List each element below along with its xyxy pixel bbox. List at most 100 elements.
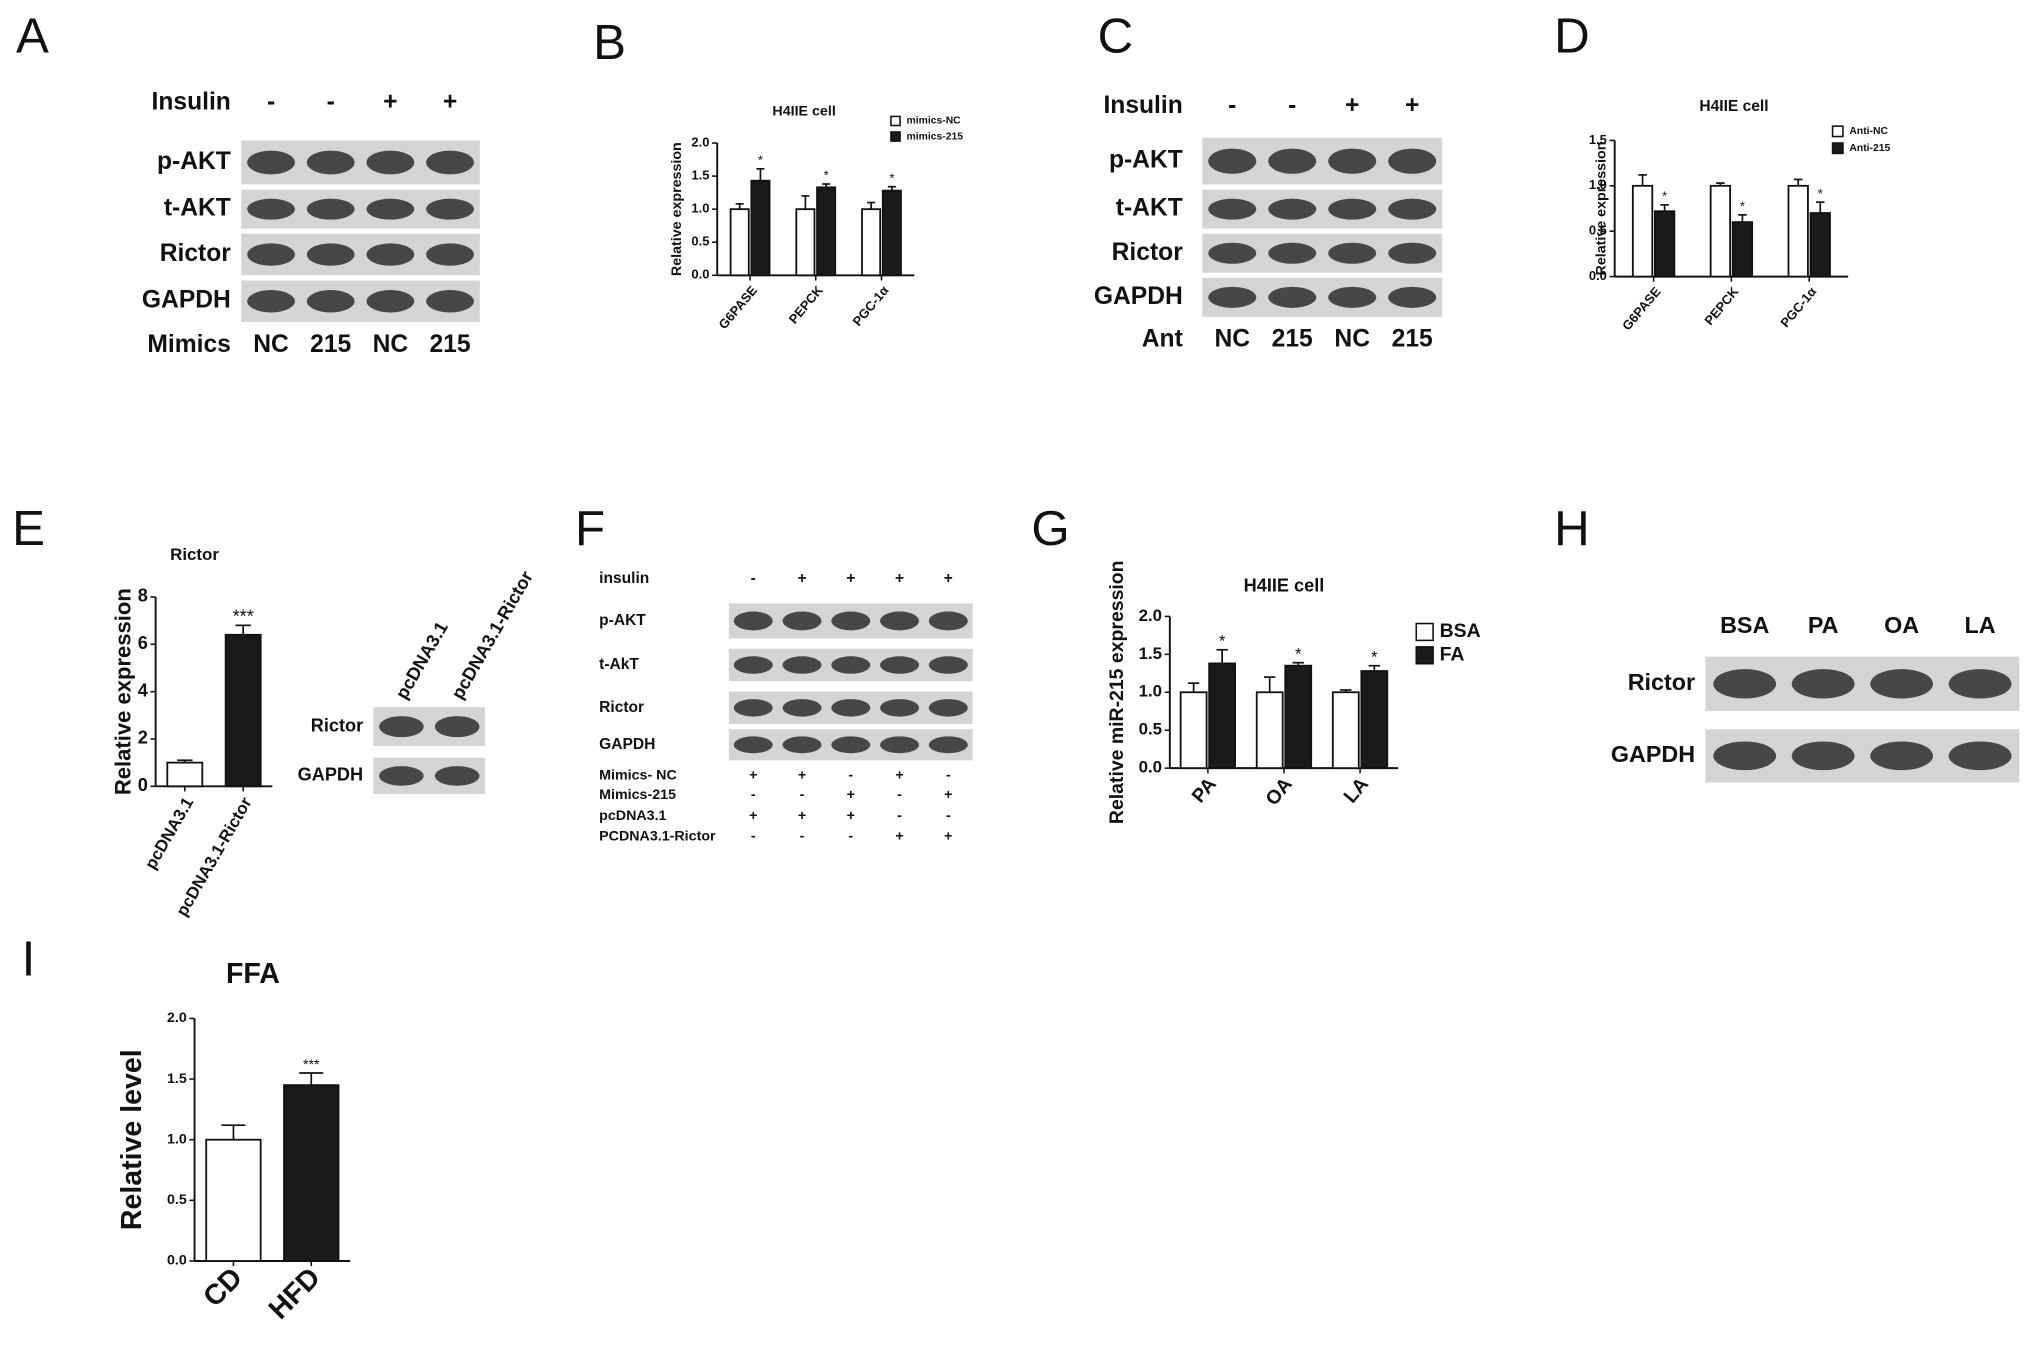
y-tick-label: 2.0 bbox=[167, 1010, 187, 1026]
blot-band bbox=[831, 611, 871, 631]
blot-band bbox=[247, 198, 295, 220]
condition-value: + bbox=[798, 808, 806, 824]
bar bbox=[861, 208, 882, 277]
blot-band bbox=[1328, 198, 1377, 220]
bar bbox=[1809, 212, 1831, 278]
blot-band bbox=[733, 611, 773, 631]
y-axis-label: Relative expression bbox=[669, 142, 685, 276]
blot-band bbox=[831, 699, 871, 717]
y-tick-label: 0.5 bbox=[1139, 720, 1162, 739]
chart-title: FFA bbox=[226, 958, 280, 990]
header-value: - bbox=[751, 570, 756, 587]
condition-value: + bbox=[895, 829, 903, 845]
y-tick-label: 4 bbox=[138, 680, 148, 700]
blot-band bbox=[1208, 286, 1257, 308]
panel-label: C bbox=[1098, 8, 1134, 63]
row-label: Rictor bbox=[1628, 669, 1695, 695]
header-name: Insulin bbox=[151, 88, 230, 115]
legend-label: mimics-NC bbox=[907, 116, 962, 127]
footer-value: NC bbox=[1334, 326, 1370, 353]
blot-band bbox=[1388, 242, 1437, 264]
condition-value: + bbox=[847, 787, 855, 803]
y-axis-label: Relative level bbox=[116, 1049, 148, 1230]
y-tick-label: 1.0 bbox=[167, 1131, 187, 1147]
y-tick-label: 8 bbox=[138, 586, 148, 606]
header-value: + bbox=[383, 88, 397, 115]
significance: * bbox=[1740, 199, 1745, 214]
legend-swatch bbox=[1415, 622, 1434, 642]
bar bbox=[1631, 184, 1654, 278]
condition-value: + bbox=[944, 787, 952, 803]
panel-label: G bbox=[1031, 501, 1069, 556]
bar bbox=[881, 189, 902, 277]
x-tick-label: PEPCK bbox=[786, 282, 827, 326]
significance: * bbox=[824, 168, 829, 183]
blot-band bbox=[1388, 198, 1437, 220]
row-label: GAPDH bbox=[1094, 283, 1183, 310]
bar bbox=[795, 208, 816, 277]
y-tick-label: 2.0 bbox=[691, 134, 709, 149]
row-label: t-AKT bbox=[1116, 195, 1183, 222]
legend-swatch bbox=[890, 115, 901, 127]
row-label: t-AkT bbox=[599, 656, 639, 673]
bar bbox=[816, 186, 837, 277]
footer-name: Ant bbox=[1142, 326, 1183, 353]
blot-band bbox=[782, 736, 822, 754]
row-label: GAPDH bbox=[1611, 741, 1695, 767]
x-tick-label: PGC-1α bbox=[1777, 284, 1819, 330]
bar bbox=[1331, 691, 1360, 770]
x-tick-label: PEPCK bbox=[1701, 284, 1742, 328]
blot-band bbox=[1268, 242, 1317, 264]
header-value: + bbox=[1345, 92, 1359, 119]
blot-band bbox=[366, 198, 415, 220]
blot-band bbox=[247, 243, 295, 266]
header-value: + bbox=[443, 88, 457, 115]
footer-value: 215 bbox=[310, 331, 351, 358]
y-tick-label: 1.0 bbox=[691, 201, 709, 216]
blot-band bbox=[1268, 286, 1317, 308]
blot-band bbox=[247, 290, 295, 313]
chart-title: H4IIE cell bbox=[1244, 575, 1325, 595]
y-tick-label: 1.5 bbox=[167, 1071, 187, 1087]
row-label: Rictor bbox=[599, 699, 644, 716]
blot-band bbox=[1328, 242, 1377, 264]
y-tick-label: 1.5 bbox=[1139, 644, 1162, 663]
blot-band bbox=[426, 290, 474, 313]
legend-label: Anti-215 bbox=[1849, 143, 1890, 154]
x-tick-label: PGC-1α bbox=[850, 283, 892, 329]
header-value: - bbox=[327, 88, 335, 115]
bar bbox=[1284, 664, 1313, 770]
bar bbox=[283, 1084, 340, 1262]
blot-band bbox=[928, 611, 968, 631]
blot-band bbox=[928, 656, 968, 674]
bar bbox=[166, 761, 204, 788]
blot-band bbox=[1948, 741, 2012, 771]
row-label: GAPDH bbox=[298, 765, 364, 785]
panel-label: B bbox=[593, 15, 626, 70]
significance: * bbox=[1295, 644, 1302, 663]
chart-title: H4IIE cell bbox=[772, 104, 835, 120]
blot-band bbox=[880, 736, 920, 754]
condition-value: - bbox=[946, 768, 951, 784]
blot-band bbox=[366, 243, 415, 266]
blot-band bbox=[379, 716, 424, 738]
row-label: p-AKT bbox=[1109, 147, 1183, 174]
blot-band bbox=[782, 611, 822, 631]
footer-value: NC bbox=[1214, 326, 1250, 353]
blot-band bbox=[1791, 669, 1855, 699]
blot-band bbox=[434, 716, 480, 738]
condition-value: + bbox=[749, 808, 757, 824]
row-label: Rictor bbox=[1112, 239, 1184, 266]
condition-value: - bbox=[897, 808, 902, 824]
blot-band bbox=[733, 656, 773, 674]
blot-band bbox=[306, 290, 355, 313]
legend-label: FA bbox=[1440, 643, 1465, 665]
blot-band bbox=[1208, 148, 1257, 174]
y-tick-label: 1.0 bbox=[1589, 177, 1607, 192]
blot-band bbox=[733, 736, 773, 754]
panel-label: F bbox=[575, 501, 605, 556]
header-name: insulin bbox=[599, 570, 649, 587]
header-value: + bbox=[944, 570, 953, 587]
condition-value: - bbox=[848, 829, 853, 845]
footer-value: 215 bbox=[429, 331, 470, 358]
